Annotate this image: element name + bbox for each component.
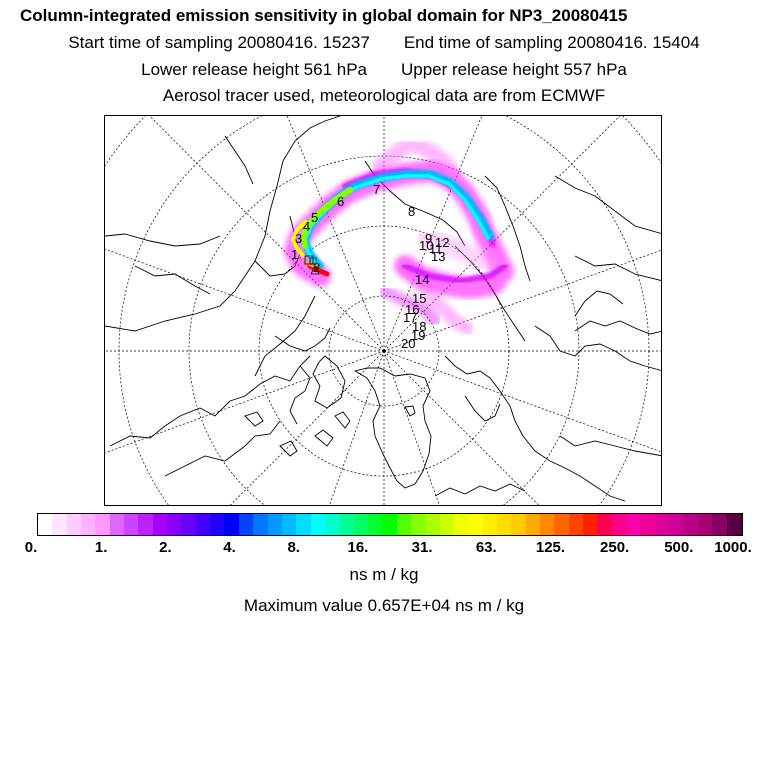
colorbar-swatch <box>95 514 110 535</box>
trajectory-label-15: 15 <box>412 291 426 306</box>
trajectory-label-11: 11 <box>429 241 443 256</box>
colorbar-tick-label: 8. <box>287 539 300 556</box>
colorbar-swatch <box>396 514 411 535</box>
colorbar-tick-label: 4. <box>223 539 236 556</box>
colorbar-swatch <box>324 514 340 535</box>
colorbar-swatch <box>138 514 153 535</box>
colorbar-tick-label: 250. <box>600 539 630 556</box>
colorbar-tick-label: 1. <box>94 539 108 556</box>
colorbar-swatch <box>525 514 541 535</box>
trajectory-label-8: 8 <box>408 204 415 219</box>
colorbar-swatch <box>253 514 268 535</box>
lower-height-label: Lower release height 561 hPa <box>141 60 367 79</box>
colorbar-tick-label: 2. <box>159 539 172 556</box>
sampling-time-row: Start time of sampling 20080416. 15237 En… <box>0 33 768 53</box>
colorbar-swatch <box>726 514 742 535</box>
colorbar-swatch <box>267 514 282 535</box>
trajectory-label-16: 16 <box>405 302 419 317</box>
colorbar-swatch <box>583 514 598 535</box>
colorbar-swatch <box>611 514 627 535</box>
colorbar-swatch <box>109 514 125 535</box>
end-time-label: End time of sampling 20080416. 15404 <box>403 33 700 52</box>
colorbar-swatch <box>195 514 211 535</box>
colorbar-swatch <box>296 514 311 535</box>
colorbar-swatch <box>210 514 225 535</box>
trajectory-label-10: 10 <box>419 238 433 253</box>
colorbar-swatch <box>482 514 497 535</box>
trajectory-label-3: 3 <box>295 231 302 246</box>
colorbar-swatch <box>66 514 82 535</box>
upper-height-label: Upper release height 557 hPa <box>401 60 627 79</box>
colorbar-swatch <box>540 514 555 535</box>
colorbar-swatch <box>597 514 612 535</box>
colorbar-swatch <box>697 514 713 535</box>
colorbar-swatch <box>468 514 483 535</box>
receptor-markers <box>304 255 320 275</box>
colorbar <box>37 513 743 536</box>
colorbar-swatch <box>497 514 512 535</box>
map-title: Column-integrated emission sensitivity i… <box>20 6 628 25</box>
colorbar-swatch <box>52 514 67 535</box>
colorbar-swatch <box>654 514 670 535</box>
trajectory-label-6: 6 <box>337 194 344 209</box>
colorbar-swatch <box>640 514 655 535</box>
colorbar-swatch <box>425 514 440 535</box>
colorbar-swatch <box>712 514 727 535</box>
trajectory-label-14: 14 <box>415 272 429 287</box>
trajectory-label-17: 17 <box>403 310 417 325</box>
trajectory-label-20: 20 <box>401 336 415 351</box>
colorbar-swatch <box>81 514 96 535</box>
trajectory-label-13: 13 <box>431 249 445 264</box>
colorbar-swatch <box>439 514 454 535</box>
colorbar-swatch <box>281 514 297 535</box>
colorbar-swatch <box>124 514 139 535</box>
colorbar-swatch <box>554 514 569 535</box>
colorbar-swatch <box>669 514 684 535</box>
colorbar-tick-label: 0. <box>24 539 38 556</box>
colorbar-tick-label: 1000. <box>714 539 752 556</box>
colorbar-swatch <box>152 514 168 535</box>
unit-label: ns m / kg <box>349 565 419 584</box>
colorbar-swatch <box>367 514 383 535</box>
colorbar-swatch <box>38 514 53 535</box>
colorbar-swatch <box>382 514 397 535</box>
colorbar-swatch <box>626 514 641 535</box>
colorbar-swatch <box>224 514 239 535</box>
colorbar-swatch <box>410 514 426 535</box>
colorbar-tick-label: 125. <box>535 539 566 556</box>
emission-plume <box>284 136 514 335</box>
trajectory-labels: 1 2 3 4 5 6 7 8 9 10 11 12 13 14 15 16 1… <box>291 182 449 351</box>
colorbar-swatch <box>683 514 698 535</box>
trajectory-label-1: 1 <box>291 247 298 262</box>
map-panel: 1 2 3 4 5 6 7 8 9 10 11 12 13 14 15 16 1… <box>104 115 662 506</box>
trajectory-label-9: 9 <box>425 231 432 246</box>
trajectory-label-19: 19 <box>411 328 425 343</box>
colorbar-tick-label: 16. <box>347 539 369 556</box>
colorbar-swatch <box>167 514 182 535</box>
trajectory-label-5: 5 <box>311 210 318 225</box>
colorbar-tick-label: 500. <box>664 539 694 556</box>
polar-map: 1 2 3 4 5 6 7 8 9 10 11 12 13 14 15 16 1… <box>105 116 661 505</box>
release-height-row: Lower release height 561 hPa Upper releas… <box>0 60 768 80</box>
colorbar-tick-label: 63. <box>475 539 497 556</box>
start-time-label: Start time of sampling 20080416. 15237 <box>68 33 370 52</box>
colorbar-swatch <box>339 514 354 535</box>
colorbar-swatch <box>511 514 526 535</box>
colorbar-swatch <box>238 514 254 535</box>
trajectory-label-18: 18 <box>412 319 426 334</box>
trajectory-label-2: 2 <box>313 260 320 275</box>
colorbar-tick-label: 31. <box>411 539 433 556</box>
trajectory-label-12: 12 <box>435 235 449 250</box>
colorbar-swatch <box>181 514 196 535</box>
max-value-label: Maximum value 0.657E+04 ns m / kg <box>243 596 525 615</box>
colorbar-swatch <box>568 514 584 535</box>
colorbar-swatch <box>310 514 325 535</box>
trajectory-label-4: 4 <box>303 219 310 234</box>
colorbar-swatch <box>453 514 469 535</box>
trajectory-label-7: 7 <box>373 182 380 197</box>
colorbar-swatch <box>353 514 368 535</box>
tracer-info-label: Aerosol tracer used, meteorological data… <box>162 86 606 105</box>
